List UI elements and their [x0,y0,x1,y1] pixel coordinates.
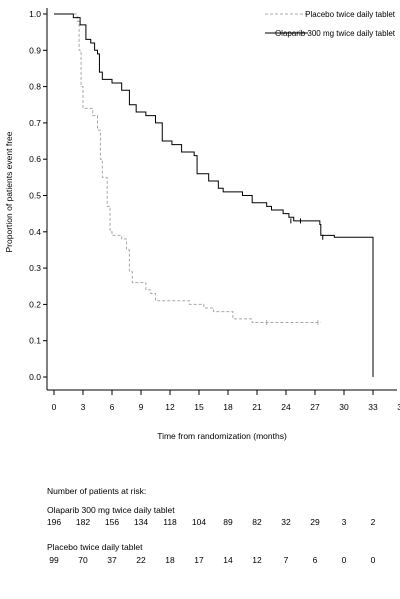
axes [46,8,397,391]
risk-count: 104 [192,517,206,527]
risk-count: 37 [107,555,117,565]
y-tick-label: 0.5 [29,191,41,201]
risk-count: 14 [223,555,233,565]
survival-curves [54,13,374,377]
risk-count: 17 [194,555,204,565]
x-axis-title: Time from randomization (months) [157,431,287,441]
risk-count: 32 [281,517,291,527]
x-tick-label: 18 [223,402,233,412]
x-tick-label: 21 [252,402,262,412]
risk-count: 6 [313,555,318,565]
y-tick-label: 0.8 [29,82,41,92]
olaparib-survival-curve [54,13,374,377]
risk-count: 22 [136,555,146,565]
y-axis-ticks: 0.0 0.1 0.2 0.3 0.4 0.5 0.6 0.7 0.8 0.9 1.0 [29,9,47,382]
x-tick-label: 36 [397,402,400,412]
risk-count: 0 [371,555,376,565]
risk-count: 12 [252,555,262,565]
x-tick-label: 3 [81,402,86,412]
risk-count: 89 [223,517,233,527]
risk-count: 99 [49,555,59,565]
risk-group-label-olaparib: Olaparib 300 mg twice daily tablet [47,505,175,515]
y-tick-label: 0.4 [29,227,41,237]
x-tick-label: 33 [368,402,378,412]
y-tick-label: 0.1 [29,336,41,346]
y-axis-title: Proportion of patients event free [4,131,14,252]
risk-table: Number of patients at risk: Olaparib 300… [47,486,400,565]
risk-counts-placebo: 997037221817141276000 [49,555,400,565]
risk-group-label-placebo: Placebo twice daily tablet [47,542,143,552]
risk-count: 2 [371,517,376,527]
y-tick-label: 0.7 [29,118,41,128]
y-tick-label: 0.2 [29,299,41,309]
risk-count: 0 [342,555,347,565]
risk-count: 134 [134,517,148,527]
risk-count: 3 [342,517,347,527]
risk-counts-olaparib: 19618215613411810489823229320 [47,517,400,527]
y-tick-label: 0.9 [29,45,41,55]
y-tick-label: 0.3 [29,263,41,273]
legend-label-placebo: Placebo twice daily tablet [305,10,396,19]
x-tick-label: 24 [281,402,291,412]
x-tick-label: 6 [110,402,115,412]
risk-count: 182 [76,517,90,527]
x-tick-label: 30 [339,402,349,412]
risk-count: 82 [252,517,262,527]
x-tick-label: 15 [194,402,204,412]
legend: Placebo twice daily tablet Olaparib 300 … [265,10,396,38]
legend-label-olaparib: Olaparib 300 mg twice daily tablet [275,29,396,38]
risk-count: 7 [284,555,289,565]
risk-count: 18 [165,555,175,565]
risk-count: 29 [310,517,320,527]
risk-table-heading: Number of patients at risk: [47,486,146,496]
x-tick-label: 12 [165,402,175,412]
placebo-survival-curve [54,13,321,324]
x-tick-label: 9 [139,402,144,412]
risk-count: 70 [78,555,88,565]
x-tick-label: 27 [310,402,320,412]
y-tick-label: 0.6 [29,154,41,164]
risk-count: 156 [105,517,119,527]
risk-count: 196 [47,517,61,527]
x-tick-label: 0 [52,402,57,412]
x-axis-ticks: 0369121518212427303336 [52,390,400,412]
risk-count: 118 [163,517,177,527]
y-tick-label: 1.0 [29,9,41,19]
y-tick-label: 0.0 [29,372,41,382]
